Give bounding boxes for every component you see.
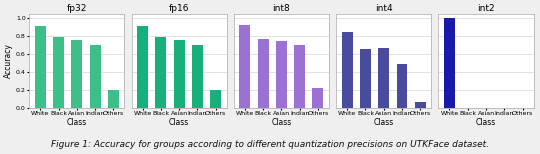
Bar <box>210 90 221 108</box>
X-axis label: Class: Class <box>374 118 394 127</box>
Bar <box>192 45 203 108</box>
Bar <box>360 49 371 108</box>
Bar <box>313 88 323 108</box>
X-axis label: Class: Class <box>169 118 189 127</box>
Bar <box>35 26 46 108</box>
Bar <box>294 45 305 108</box>
Bar <box>378 48 389 108</box>
Bar <box>396 64 408 108</box>
Title: int2: int2 <box>477 4 495 13</box>
Bar <box>276 41 287 108</box>
Text: Figure 1: Accuracy for groups according to different quantization precisions on : Figure 1: Accuracy for groups according … <box>51 140 489 149</box>
Title: fp16: fp16 <box>169 4 190 13</box>
Bar <box>108 90 119 108</box>
Bar <box>156 37 166 108</box>
Y-axis label: Accuracy: Accuracy <box>4 43 13 78</box>
Bar <box>174 40 185 108</box>
Bar <box>239 25 251 108</box>
Title: fp32: fp32 <box>66 4 87 13</box>
X-axis label: Class: Class <box>66 118 87 127</box>
Bar <box>71 40 82 108</box>
Title: int4: int4 <box>375 4 393 13</box>
Bar <box>90 45 100 108</box>
Bar <box>342 32 353 108</box>
Bar <box>415 102 426 108</box>
Bar <box>258 39 268 108</box>
Title: int8: int8 <box>273 4 291 13</box>
Bar <box>137 26 148 108</box>
X-axis label: Class: Class <box>476 118 496 127</box>
Bar <box>444 18 455 108</box>
Bar <box>53 37 64 108</box>
X-axis label: Class: Class <box>271 118 292 127</box>
